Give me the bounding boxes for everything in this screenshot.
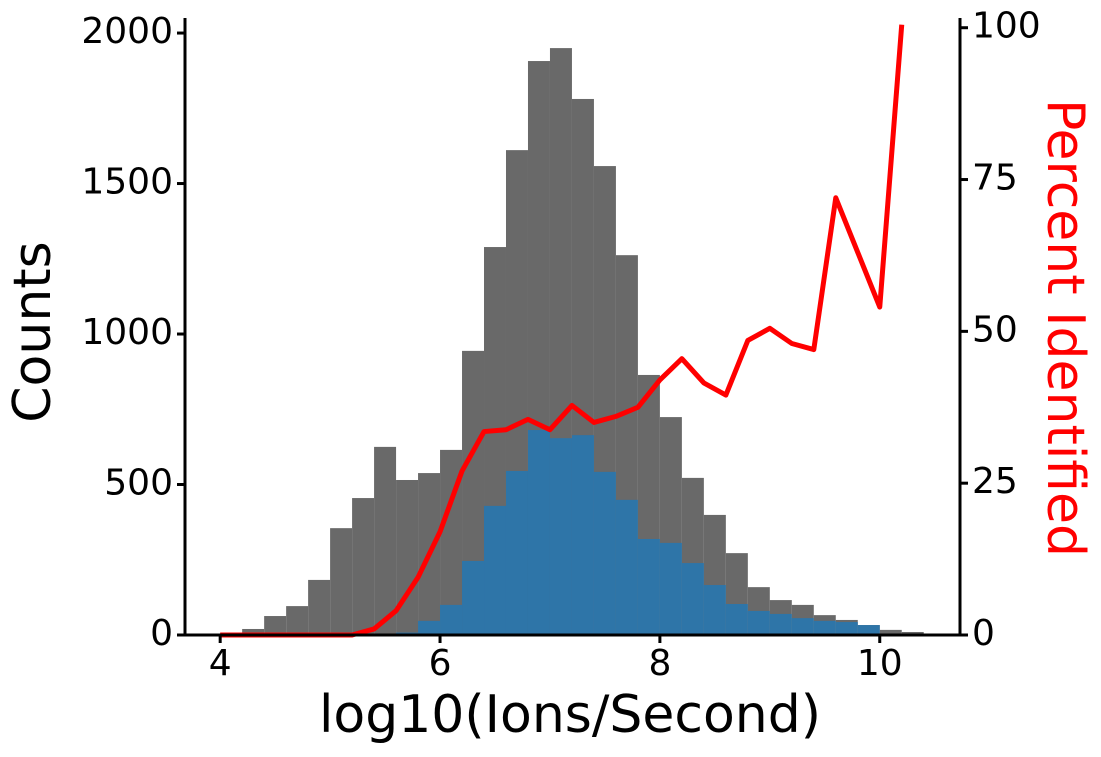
- bar: [703, 585, 726, 635]
- bar: [505, 470, 528, 635]
- bar: [462, 560, 485, 635]
- y-tick-label: 1500: [81, 162, 173, 203]
- y-axis-label: Counts: [3, 241, 63, 423]
- bar: [879, 629, 902, 635]
- y-tick-label: 0: [150, 613, 173, 654]
- y2-tick-label: 25: [972, 461, 1018, 502]
- bar: [374, 446, 397, 635]
- bar: [484, 505, 506, 635]
- bar: [615, 499, 638, 635]
- bar: [418, 620, 441, 635]
- bar: [330, 528, 353, 635]
- bar: [637, 538, 660, 635]
- bar: [659, 542, 682, 635]
- bar: [835, 622, 858, 635]
- y2-tick-label: 75: [972, 158, 1018, 199]
- bar: [549, 438, 572, 635]
- bar: [681, 563, 704, 635]
- bar: [593, 471, 616, 635]
- bar: [901, 631, 924, 635]
- bar: [440, 449, 463, 635]
- x-tick-label: 8: [648, 643, 671, 684]
- x-axis-label: log10(Ions/Second): [319, 685, 821, 745]
- x-tick-label: 4: [209, 643, 232, 684]
- bar: [527, 430, 550, 635]
- bar: [286, 606, 309, 635]
- bar: [264, 616, 287, 635]
- y-tick-label: 1000: [81, 312, 173, 353]
- bar: [791, 618, 814, 635]
- x-tick-label: 6: [429, 643, 452, 684]
- y-tick-label: 2000: [81, 11, 173, 52]
- y2-tick-label: 100: [972, 6, 1041, 47]
- bar: [352, 498, 375, 635]
- bar: [813, 620, 836, 635]
- bar: [857, 625, 880, 635]
- bar: [242, 628, 265, 635]
- y2-tick-label: 0: [972, 613, 995, 654]
- bar: [308, 579, 331, 635]
- bar: [747, 610, 770, 635]
- bar: [571, 435, 594, 635]
- bar: [725, 603, 748, 635]
- bar: [440, 604, 463, 635]
- bar: [769, 613, 792, 635]
- y2-axis-label: Percent Identified: [1035, 99, 1095, 557]
- y2-tick-label: 50: [972, 309, 1018, 350]
- bar: [396, 479, 419, 635]
- y-tick-label: 500: [104, 463, 173, 504]
- x-tick-label: 10: [857, 643, 903, 684]
